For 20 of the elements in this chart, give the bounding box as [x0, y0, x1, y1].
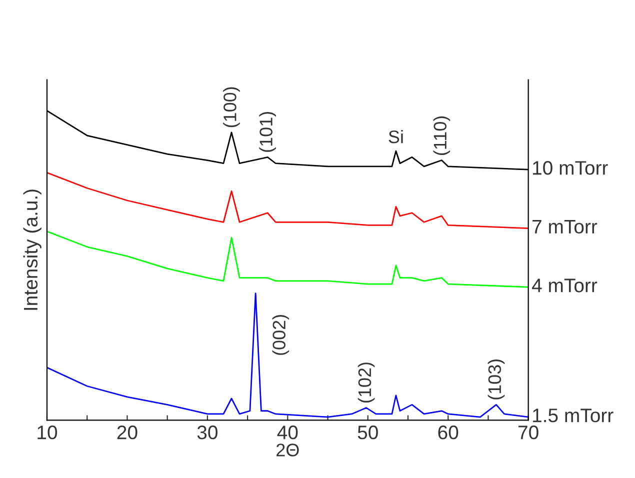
x-tick-label: 30 — [197, 426, 218, 440]
annotation: Si — [388, 130, 403, 144]
x-axis-title: 2Θ — [276, 444, 299, 456]
annotation: (002) — [272, 315, 290, 355]
series-label: 7 mTorr — [532, 220, 598, 234]
series-label: 1.5 mTorr — [533, 408, 614, 422]
x-tick-label: 60 — [438, 426, 458, 440]
annotation: (110) — [433, 116, 450, 155]
annotation: (101) — [259, 112, 276, 152]
annotation: (103) — [488, 359, 505, 400]
x-tick-label: 20 — [117, 426, 138, 440]
y-axis-title: Intensity (a.u.) — [23, 190, 42, 310]
x-tick-label: 40 — [277, 426, 298, 440]
annotation: (102) — [358, 362, 375, 402]
x-tick-label: 10 — [38, 426, 58, 440]
x-tick-label: 70 — [518, 426, 538, 440]
series-label: 10 mTorr — [533, 161, 608, 175]
x-tick-label: 50 — [358, 426, 378, 440]
series-label: 4 mTorr — [532, 278, 598, 292]
annotation: (100) — [223, 87, 240, 128]
